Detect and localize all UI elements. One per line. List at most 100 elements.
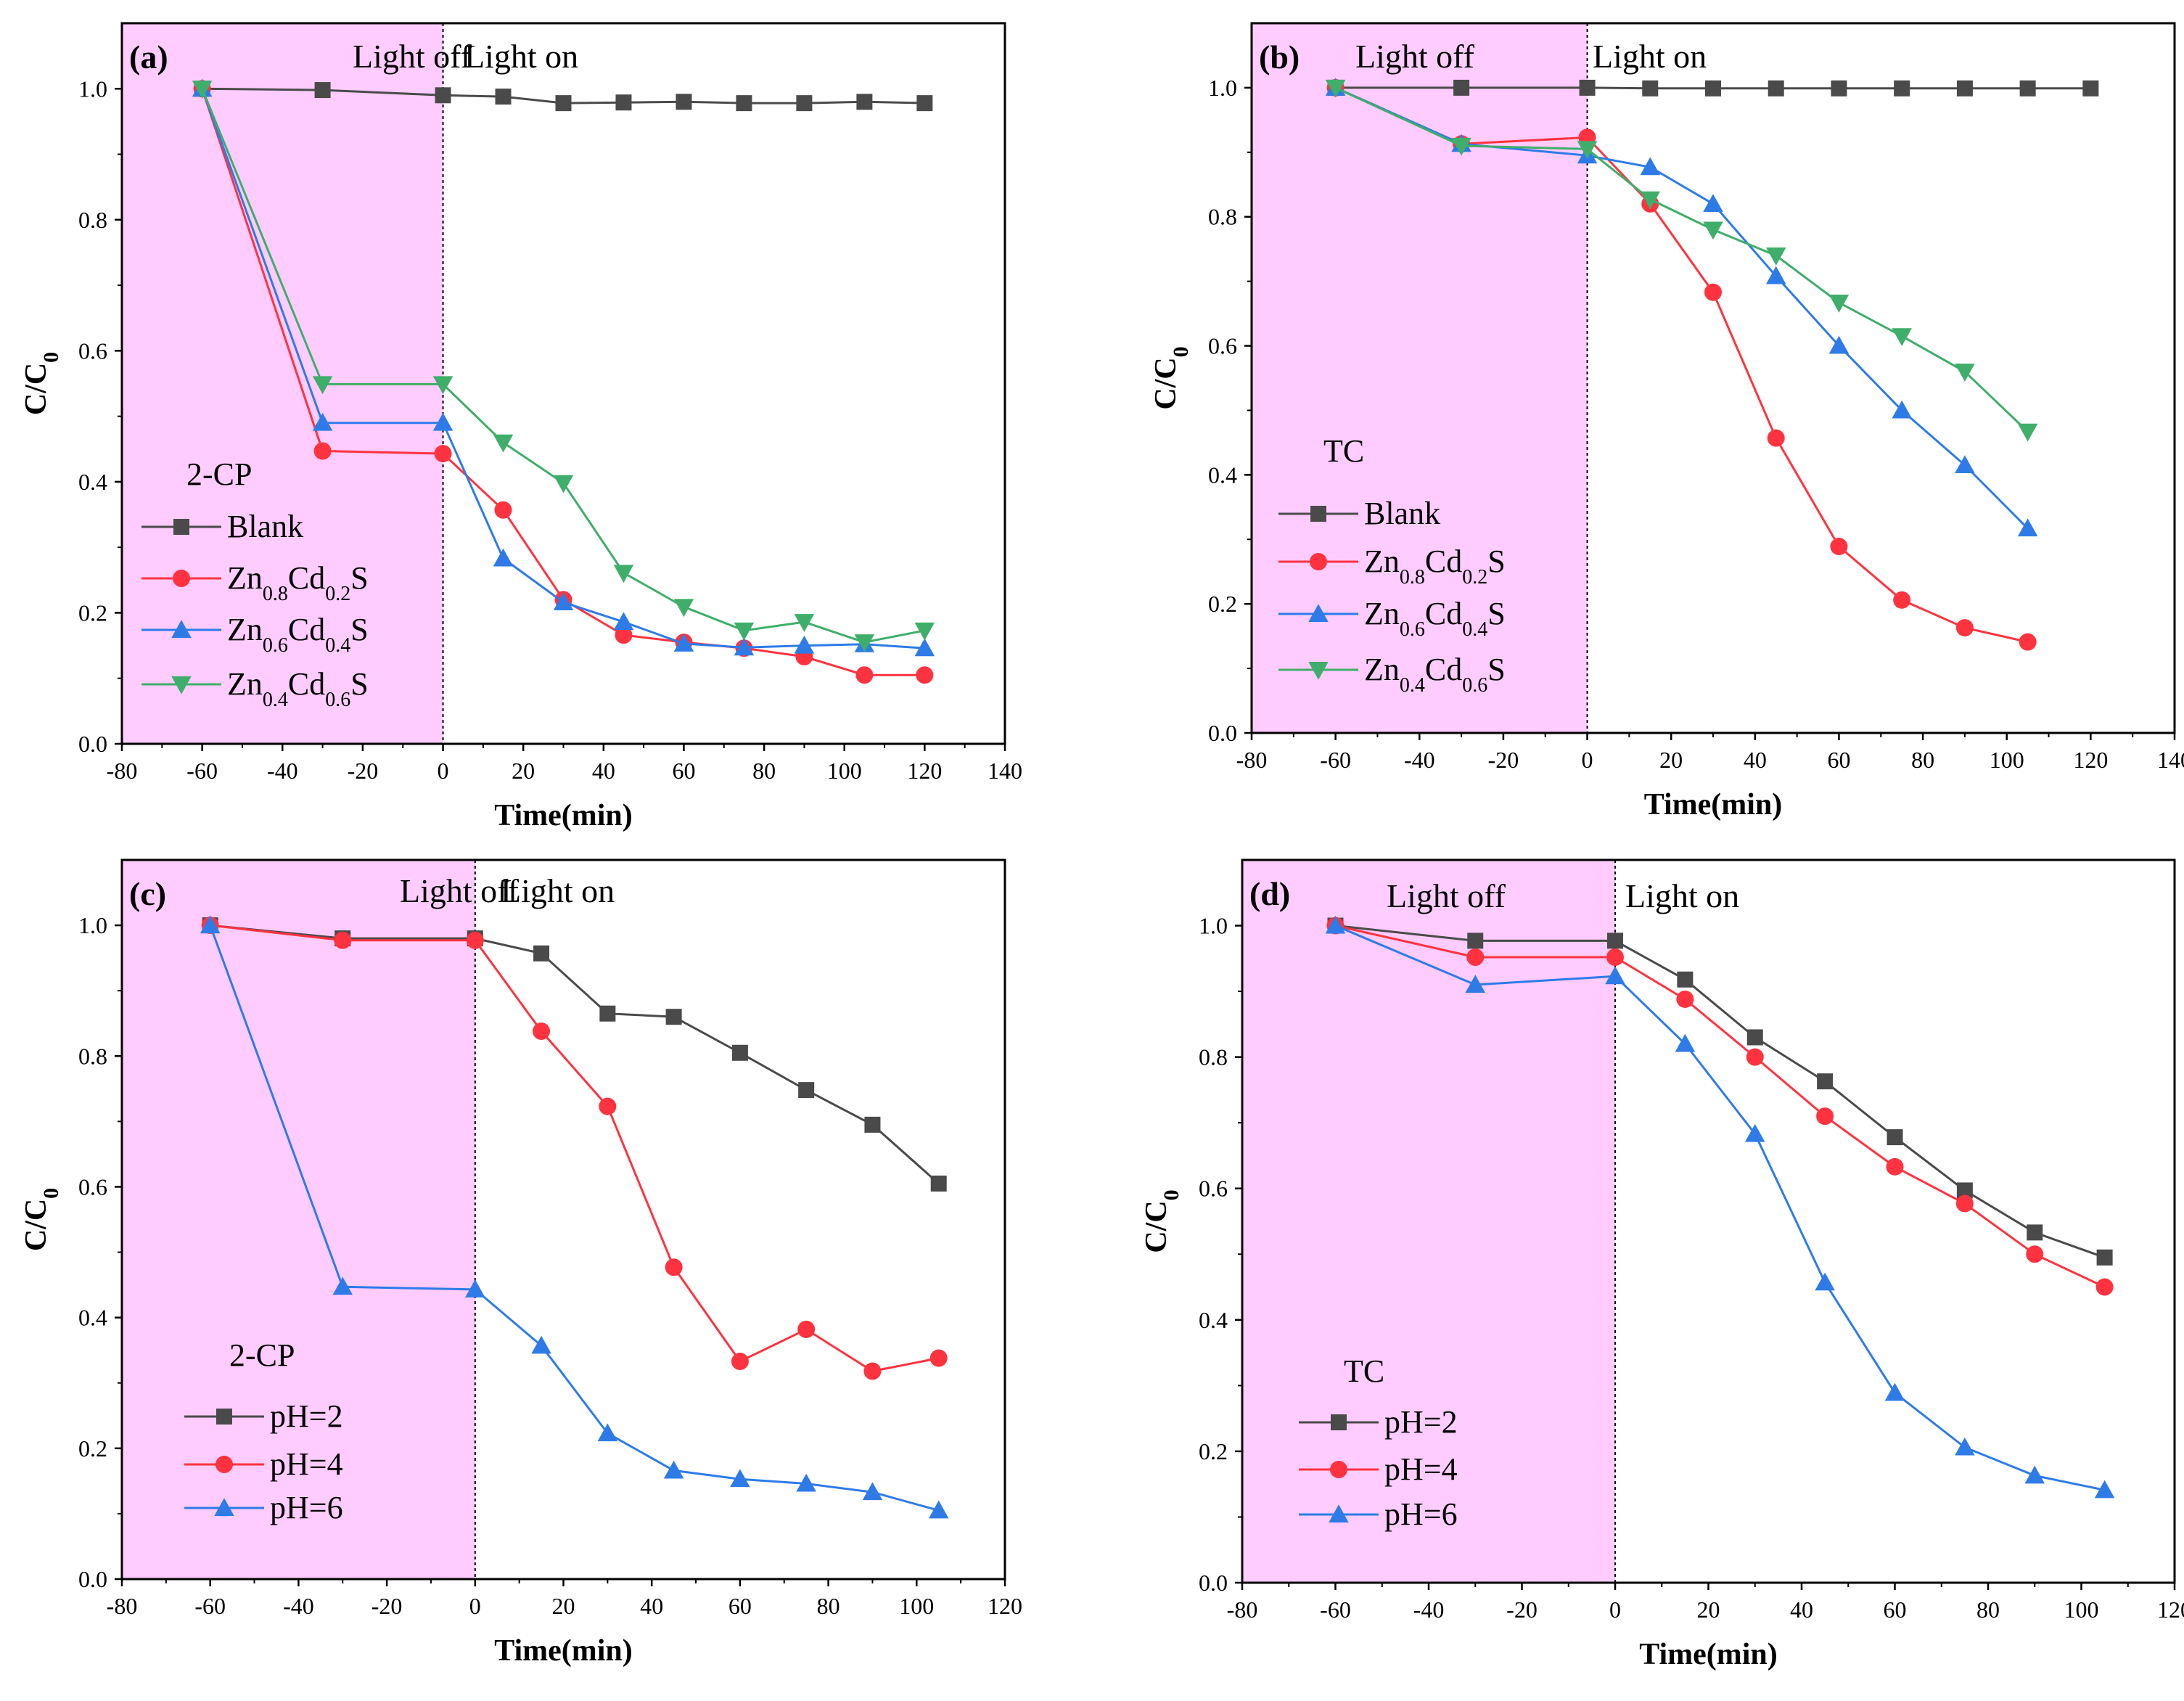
x-tick-label: 140 — [988, 758, 1022, 784]
x-tick-label: 60 — [1884, 1597, 1907, 1623]
series-line — [1334, 86, 2029, 433]
legend-title: 2-CP — [186, 456, 252, 492]
data-point — [928, 1500, 949, 1519]
data-point — [1955, 619, 1974, 637]
data-point — [533, 1022, 551, 1041]
data-point — [862, 1482, 883, 1501]
x-tick-label: 0 — [1609, 1597, 1621, 1623]
data-point — [332, 1276, 353, 1295]
series-Zn0.4Cd0.6S — [1325, 79, 2038, 442]
legend-marker — [214, 1498, 234, 1516]
x-tick-label: 40 — [1744, 747, 1767, 773]
x-tick-label: -40 — [1404, 747, 1435, 773]
data-point — [2026, 1245, 2044, 1263]
data-point — [2027, 1224, 2043, 1241]
data-point — [599, 1097, 617, 1115]
x-tick-label: -60 — [1320, 747, 1351, 773]
x-tick-label: -20 — [348, 758, 379, 784]
data-point — [665, 1258, 683, 1276]
x-tick-label: 80 — [752, 758, 776, 784]
legend-label: Blank — [227, 509, 303, 544]
light-on-label: Light on — [501, 872, 615, 909]
series-line — [210, 924, 940, 1185]
data-point — [916, 95, 933, 112]
data-point — [432, 412, 453, 431]
legend-label: Zn0.4Cd0.6S — [1364, 652, 1506, 697]
data-point — [914, 638, 935, 657]
legend-label: pH=2 — [1384, 1404, 1458, 1440]
data-point — [796, 95, 813, 112]
data-point — [2094, 1480, 2115, 1499]
x-tick-label: 40 — [640, 1593, 663, 1619]
data-point — [1746, 1048, 1764, 1066]
data-point — [1640, 191, 1661, 210]
x-tick-label: -60 — [186, 758, 218, 784]
data-point — [1831, 80, 1847, 97]
legend-marker — [1308, 604, 1329, 622]
x-tick-label: 100 — [2064, 1597, 2099, 1623]
legend-label: Zn0.4Cd0.6S — [227, 666, 369, 711]
data-point — [1894, 80, 1910, 97]
panel-d: -80 -60 -40 -20 0 20 40 60 80 100 120 0.0 0.2 0.4 0.6 0… — [1140, 858, 2184, 1671]
data-point — [2082, 80, 2099, 97]
series-Zn0.4Cd0.6S — [192, 81, 935, 652]
data-point — [599, 1005, 616, 1022]
x-tick-label: 120 — [907, 758, 942, 784]
legend-title: 2-CP — [229, 1337, 295, 1373]
y-tick-label: 0.2 — [1199, 1438, 1228, 1464]
panel-c: -80 -60 -40 -20 0 20 40 60 80 100 120 0.0 0.2 0.4 0.6 0… — [20, 858, 1022, 1668]
data-point — [312, 376, 333, 395]
light-on-label: Light on — [1625, 877, 1739, 914]
data-point — [1746, 1029, 1763, 1046]
series-line — [1335, 925, 2106, 1288]
legend-marker — [1329, 1504, 1349, 1522]
series-line — [1335, 925, 2106, 1259]
data-point — [794, 635, 815, 654]
data-point — [1675, 1033, 1696, 1052]
data-point — [1828, 335, 1850, 354]
data-point — [1956, 80, 1973, 97]
y-tick-label: 0.6 — [78, 1173, 107, 1200]
data-point — [1703, 194, 1723, 212]
y-tick-label: 0.0 — [78, 731, 107, 757]
legend-marker — [1330, 1461, 1347, 1478]
x-tick-label: -60 — [194, 1593, 226, 1619]
data-point — [312, 412, 333, 431]
light-off-label: Light off — [1355, 38, 1475, 75]
data-point — [334, 931, 352, 949]
x-tick-label: 20 — [552, 1593, 575, 1619]
legend-marker — [1310, 506, 1326, 522]
legend-label: Blank — [1364, 496, 1440, 531]
x-tick-label: 20 — [512, 758, 535, 784]
y-tick-label: 0.2 — [1208, 591, 1237, 617]
x-tick-label: 100 — [1990, 747, 2024, 773]
x-tick-label: 140 — [2157, 747, 2184, 773]
legend-marker — [171, 620, 192, 638]
data-point — [736, 95, 752, 112]
data-point — [1955, 1437, 1975, 1456]
y-tick-label: 0.8 — [78, 1043, 107, 1069]
x-tick-label: 120 — [2073, 747, 2108, 773]
series-pH=6 — [1325, 915, 2115, 1499]
x-axis-title: Time(min) — [1644, 788, 1783, 821]
y-axis-title: C/C0 — [20, 1188, 63, 1251]
data-point — [531, 1335, 551, 1354]
data-point — [1704, 283, 1722, 301]
data-point — [1828, 294, 1850, 313]
data-point — [1579, 79, 1596, 96]
data-point — [2024, 1465, 2045, 1484]
legend-marker — [173, 519, 189, 535]
data-point — [597, 1423, 618, 1442]
x-axis-title: Time(min) — [494, 1634, 633, 1668]
data-point — [731, 1352, 749, 1370]
data-point — [914, 622, 935, 641]
data-point — [797, 1320, 816, 1338]
x-tick-label: 100 — [827, 758, 862, 784]
data-point — [676, 94, 692, 110]
y-tick-label: 0.4 — [1199, 1307, 1228, 1333]
data-point — [493, 434, 514, 453]
data-point — [929, 1349, 948, 1367]
data-point — [854, 634, 875, 652]
data-point — [2017, 423, 2038, 442]
